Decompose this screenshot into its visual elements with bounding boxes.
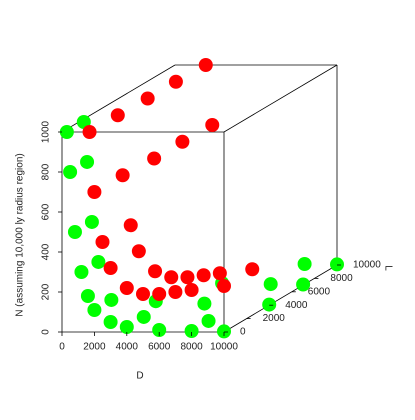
data-point [152, 323, 167, 337]
data-point [147, 151, 162, 166]
data-point [152, 287, 167, 301]
x-tick-label: 6000 [148, 342, 171, 353]
data-point [110, 108, 125, 123]
y-tick-label: 10000 [353, 260, 381, 271]
data-point [80, 154, 95, 169]
data-point [84, 214, 99, 229]
data-point [136, 309, 151, 324]
z-tick-label: 600 [41, 203, 52, 220]
data-point [197, 296, 212, 311]
x-tick-label: 8000 [180, 342, 203, 353]
data-point [131, 244, 146, 259]
data-point [205, 118, 220, 132]
data-point [168, 285, 183, 299]
data-point [175, 134, 190, 149]
data-point [198, 58, 213, 72]
data-point [296, 277, 311, 292]
data-point [123, 218, 138, 233]
data-point [87, 185, 102, 199]
z-tick-label: 0 [41, 329, 52, 335]
data-point [263, 277, 278, 292]
data-point [217, 279, 231, 293]
z-tick-label: 200 [41, 283, 52, 300]
data-point [168, 74, 183, 89]
data-point [164, 270, 179, 285]
box-edge [223, 264, 338, 333]
z-axis-title: N (assuming 10,000 ly radius region) [15, 153, 26, 316]
y-axis-title: L [382, 265, 393, 271]
data-point [212, 266, 227, 281]
data-point [184, 324, 199, 338]
z-tick-label: 800 [41, 163, 52, 180]
x-tick-label: 0 [59, 342, 65, 353]
data-point [59, 125, 74, 139]
box-edge [223, 64, 338, 133]
data-point [63, 165, 78, 179]
y-tick-label: 2000 [263, 313, 286, 324]
data-point [245, 262, 260, 277]
data-point [262, 297, 277, 312]
data-point [103, 261, 118, 275]
y-tick-label: 0 [240, 327, 246, 338]
y-tick-label: 8000 [330, 273, 353, 284]
x-tick-label: 4000 [116, 342, 139, 353]
x-axis-title: D [136, 371, 143, 382]
z-tick-label: 1000 [41, 120, 52, 143]
data-point [136, 287, 150, 301]
data-point [180, 270, 195, 285]
z-tick-label: 400 [41, 243, 52, 260]
x-tick-label: 2000 [83, 342, 106, 353]
y-tick-label: 4000 [285, 300, 308, 311]
data-point [119, 320, 134, 334]
x-tick-label: 10000 [210, 342, 238, 353]
data-point [67, 225, 82, 239]
data-point [148, 264, 163, 279]
data-point [82, 125, 97, 139]
data-point [115, 168, 130, 183]
data-point [140, 91, 155, 106]
data-point [297, 257, 312, 271]
data-point [80, 289, 95, 303]
data-point [95, 235, 110, 249]
y-tick-label: 6000 [308, 286, 331, 297]
data-point [196, 268, 211, 283]
data-point [217, 324, 231, 339]
data-point [87, 303, 102, 317]
data-point [201, 313, 216, 328]
data-point [184, 283, 199, 297]
data-point [91, 254, 106, 269]
data-point [104, 292, 119, 307]
data-point [103, 315, 118, 329]
data-point [330, 257, 344, 272]
data-point [74, 265, 89, 279]
data-point [119, 281, 134, 295]
